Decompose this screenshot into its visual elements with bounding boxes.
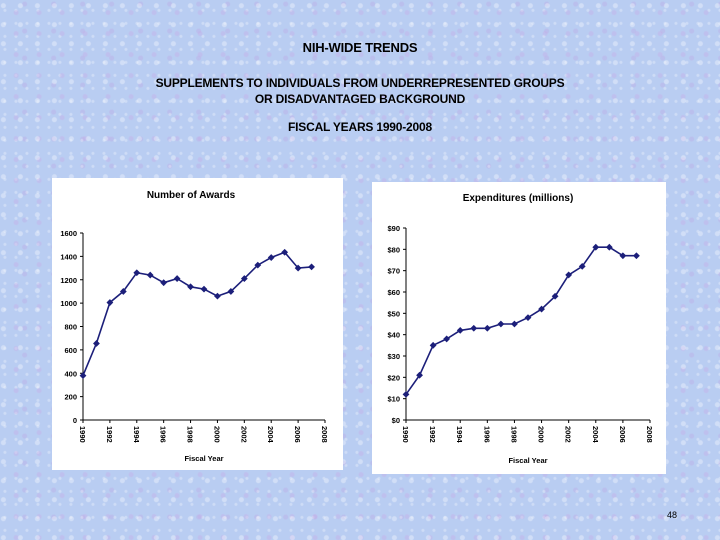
awards-x-tick-label: 1990: [78, 426, 87, 443]
expenditures-chart: Expenditures (millions) $0 $10 $20 $30 $40 $50…: [387, 193, 654, 465]
expenditures-data-point: [497, 320, 505, 328]
expenditures-y-tick-label: $60: [387, 288, 400, 297]
expenditures-x-tick-label: 1998: [509, 426, 518, 443]
awards-data-point: [173, 275, 181, 282]
awards-data-point: [200, 285, 208, 293]
expenditures-data-point: [456, 327, 464, 334]
expenditures-data-point: [402, 391, 410, 398]
awards-chart: Number of Awards 0 200 400 600 800 1000 1200 140…: [60, 190, 329, 463]
expenditures-x-tick-label: 1990: [401, 426, 410, 443]
awards-data-point: [93, 340, 100, 347]
expenditures-data-point: [605, 243, 613, 251]
expenditures-data-point: [524, 314, 532, 321]
awards-x-tick-label: 1994: [132, 426, 141, 444]
expenditures-data-point: [633, 252, 640, 260]
awards-y-tick-label: 200: [64, 393, 77, 402]
expenditures-data-point: [538, 305, 545, 313]
awards-data-point: [160, 279, 168, 287]
awards-x-axis-label: Fiscal Year: [184, 454, 223, 463]
expenditures-x-tick-label: 1996: [482, 426, 491, 443]
expenditures-x-tick-label: 2002: [564, 426, 573, 443]
expenditures-x-tick-label: 1994: [455, 426, 464, 444]
expenditures-data-point: [429, 341, 437, 349]
page-number: 48: [666, 510, 677, 520]
awards-data-point: [214, 292, 221, 300]
expenditures-y-tick-label: $20: [387, 373, 400, 382]
expenditures-x-tick-label: 2008: [645, 426, 654, 443]
page-title: NIH-WIDE TRENDS: [302, 40, 418, 55]
awards-x-tick-label: 2000: [212, 426, 221, 443]
expenditures-data-point: [416, 371, 423, 379]
expenditures-data-point: [483, 324, 491, 332]
expenditures-y-tick-label: $70: [387, 267, 400, 276]
expenditures-data-point: [551, 292, 559, 300]
expenditures-chart-panel: Expenditures (millions) $0 $10 $20 $30 $40 $50…: [372, 182, 666, 474]
awards-data-point: [133, 269, 141, 277]
awards-series-line: [82, 251, 312, 376]
awards-x-tick-label: 1996: [159, 426, 168, 443]
awards-data-point: [240, 275, 248, 282]
expenditures-x-tick-label: 2004: [591, 426, 600, 444]
awards-y-tick-label: 1600: [60, 229, 77, 238]
expenditures-data-point: [565, 271, 573, 279]
expenditures-data-point: [592, 243, 600, 251]
expenditures-y-tick-label: $30: [387, 352, 400, 361]
awards-chart-panel: Number of Awards 0 200 400 600 800 1000 1200 140…: [52, 178, 343, 470]
awards-y-tick-label: 1200: [60, 276, 77, 285]
awards-x-tick-label: 2008: [320, 426, 329, 443]
awards-y-tick-label: 800: [64, 323, 77, 332]
expenditures-y-tick-label: $50: [387, 309, 400, 318]
awards-x-tick-label: 1998: [186, 426, 195, 443]
expenditures-y-tick-label: $10: [387, 395, 400, 404]
expenditures-y-tick-label: $40: [387, 331, 400, 340]
awards-y-tick-label: 400: [64, 369, 77, 378]
expenditures-data-point: [619, 252, 627, 260]
expenditures-data-point: [443, 335, 451, 343]
awards-data-point: [187, 283, 194, 291]
awards-data-point: [254, 261, 262, 269]
expenditures-y-tick-label: $90: [387, 224, 400, 233]
awards-y-tick-label: 600: [64, 346, 77, 355]
awards-data-point: [294, 264, 302, 272]
expenditures-data-point: [511, 320, 518, 328]
expenditures-y-tick-label: $0: [392, 416, 400, 425]
awards-data-point: [106, 299, 114, 306]
page-subtitle-line-1: SUPPLEMENTS TO INDIVIDUALS FROM UNDERREP…: [155, 76, 565, 90]
awards-x-tick-label: 2002: [239, 426, 248, 443]
awards-data-point: [281, 248, 289, 256]
expenditures-x-tick-label: 2000: [537, 426, 546, 443]
awards-data-point: [308, 263, 315, 271]
expenditures-chart-title: Expenditures (millions): [463, 193, 574, 204]
expenditures-series-line: [405, 246, 637, 395]
awards-data-point: [267, 254, 275, 261]
expenditures-data-point: [578, 263, 586, 270]
expenditures-data-point: [470, 324, 478, 332]
awards-y-tick-label: 1400: [60, 252, 77, 261]
fiscal-years-label: FISCAL YEARS 1990-2008: [288, 120, 432, 134]
awards-y-tick-label: 1000: [60, 299, 77, 308]
page-subtitle-line-2: OR DISADVANTAGED BACKGROUND: [254, 92, 466, 106]
awards-y-tick-label: 0: [73, 416, 77, 425]
awards-data-point: [146, 271, 154, 279]
expenditures-x-axis-label: Fiscal Year: [508, 456, 547, 465]
awards-x-tick-label: 2006: [293, 426, 302, 443]
expenditures-x-tick-label: 1992: [428, 426, 437, 443]
awards-x-tick-label: 1992: [105, 426, 114, 443]
expenditures-y-tick-label: $80: [387, 245, 400, 254]
awards-data-point: [79, 372, 87, 379]
awards-chart-title: Number of Awards: [147, 190, 236, 201]
awards-x-tick-label: 2004: [266, 426, 275, 444]
expenditures-x-tick-label: 2006: [618, 426, 627, 443]
